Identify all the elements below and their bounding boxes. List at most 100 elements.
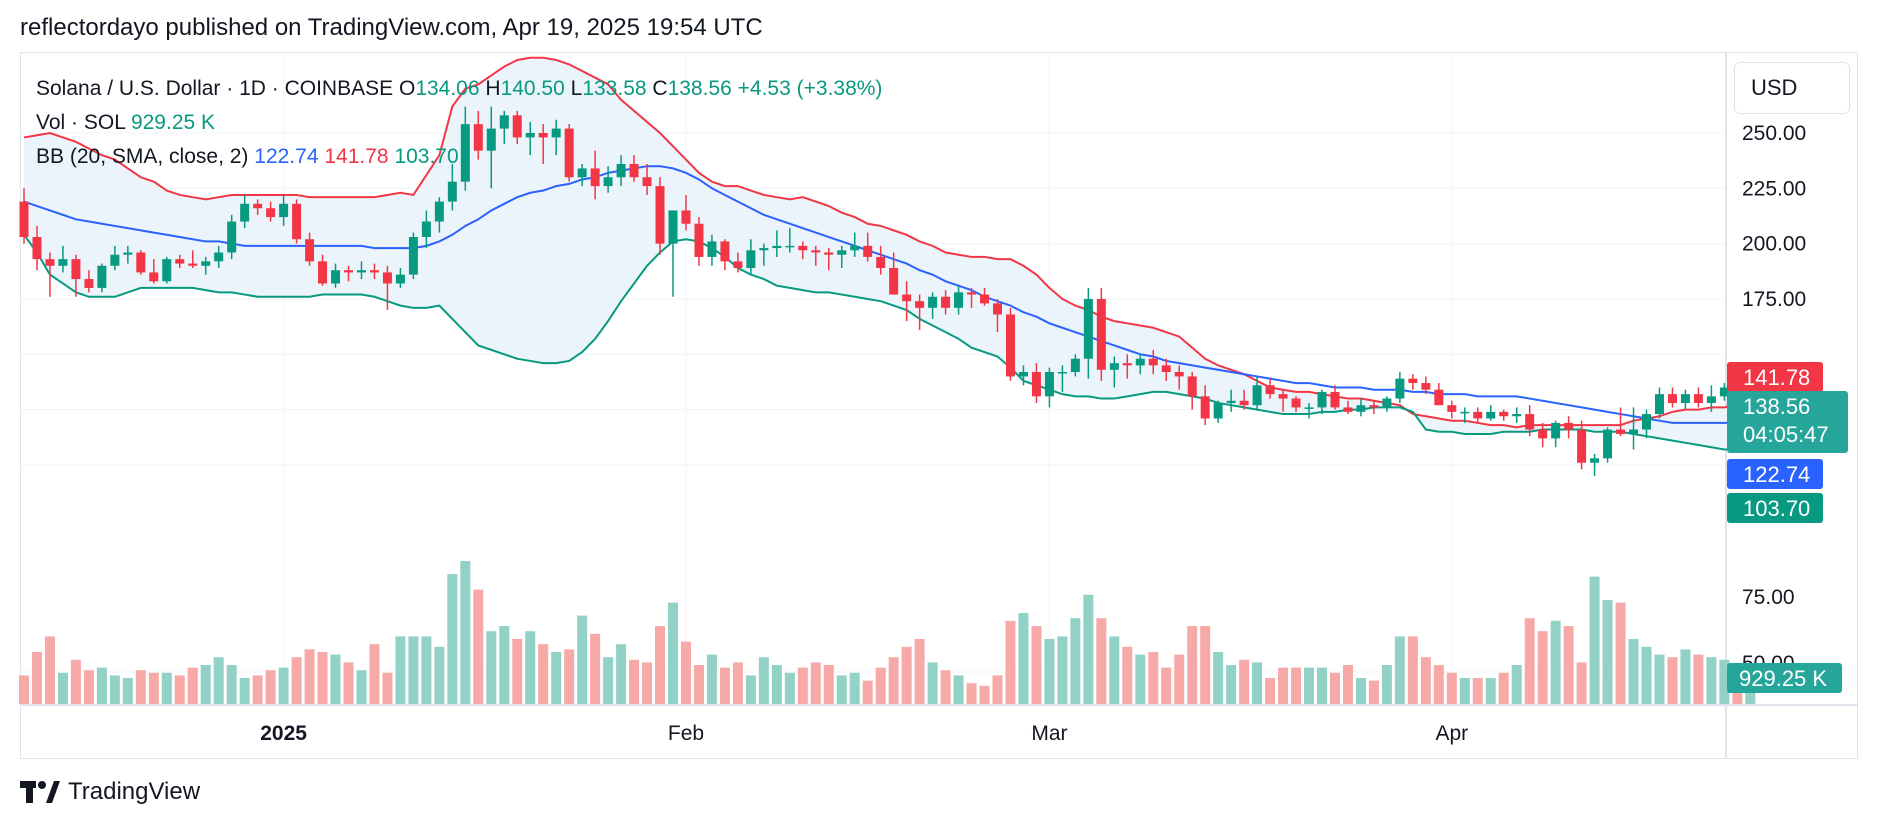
candle-body — [408, 237, 418, 275]
volume-bar — [1511, 665, 1522, 704]
chart-frame[interactable] — [20, 52, 1858, 759]
volume-bar — [122, 678, 133, 704]
volume-bar — [1641, 646, 1652, 704]
time-tick-label: Mar — [1031, 722, 1067, 745]
volume-bar — [1135, 654, 1146, 704]
volume-bar — [382, 672, 393, 704]
volume-bar — [1433, 665, 1444, 704]
candle-body — [1525, 414, 1535, 430]
bb-label[interactable]: BB (20, SMA, close, 2) — [36, 145, 249, 168]
volume-bar — [1070, 618, 1081, 704]
candle-body — [266, 208, 276, 218]
volume-bar — [1018, 613, 1029, 704]
volume-bar — [953, 675, 964, 704]
legend-bb-row: BB (20, SMA, close, 2) 122.74 141.78 103… — [36, 140, 882, 174]
volume-bar — [732, 662, 743, 704]
candle-body — [1564, 422, 1574, 430]
candle-body — [292, 203, 302, 240]
bb-basis-value: 122.74 — [254, 145, 319, 168]
volume-bar — [1096, 618, 1107, 704]
candle-body — [1109, 363, 1119, 370]
candle-body — [798, 245, 808, 251]
volume-bar — [823, 665, 834, 704]
volume-bar — [473, 589, 484, 704]
volume-bar — [265, 670, 276, 704]
candle-body — [1291, 398, 1301, 408]
volume-bar — [304, 649, 315, 704]
candle-body — [473, 124, 483, 151]
candle-body — [551, 128, 561, 138]
price-tag-label: 122.74 — [1743, 462, 1810, 487]
candle-body — [928, 296, 938, 308]
volume-bar — [19, 675, 29, 704]
candle-body — [136, 252, 146, 273]
bb-basis-line — [23, 165, 1842, 424]
candle-body — [1278, 394, 1288, 399]
close-label: C — [652, 77, 668, 100]
volume-bar — [979, 685, 990, 704]
volume-bar — [1057, 636, 1068, 704]
candle-body — [1408, 378, 1418, 384]
volume-bar — [1355, 678, 1366, 704]
price-tick-label: 175.00 — [1742, 288, 1806, 311]
candle-body — [1460, 411, 1470, 414]
candle-body — [590, 168, 600, 187]
footer-brand[interactable]: TradingView — [20, 778, 200, 806]
volume-bar — [1485, 678, 1496, 704]
candle-body — [1018, 372, 1028, 377]
volume-bar — [888, 657, 899, 704]
candle-body — [1044, 372, 1054, 397]
candle-body — [356, 270, 366, 273]
volume-bar — [395, 636, 406, 704]
candle-body — [123, 252, 133, 255]
candle-body — [1122, 363, 1132, 366]
candle-body — [1693, 394, 1703, 403]
volume-bar — [590, 633, 601, 704]
volume-bar — [83, 670, 94, 704]
open-label: O — [398, 77, 416, 100]
candle-body — [616, 163, 626, 178]
candle-body — [1265, 385, 1275, 395]
volume-bar — [1524, 618, 1535, 704]
candle-body — [993, 303, 1002, 315]
candle-body — [1447, 405, 1457, 412]
volume-bar — [1265, 678, 1276, 704]
candle-body — [305, 239, 315, 262]
candle-body — [512, 115, 522, 138]
symbol-title[interactable]: Solana / U.S. Dollar · 1D · COINBASE — [36, 77, 394, 100]
candle-body — [1434, 389, 1444, 406]
candle-body — [1005, 314, 1015, 377]
volume-bar — [616, 644, 627, 704]
candle-body — [1538, 429, 1548, 439]
volume-bar — [940, 670, 951, 704]
volume-bar — [564, 649, 575, 704]
candle-body — [980, 294, 990, 304]
price-tag-bg — [1727, 391, 1848, 453]
volume-bar — [1161, 667, 1172, 704]
volume-bar — [603, 657, 614, 704]
price-tag-bg — [1727, 459, 1823, 489]
volume-bar — [525, 631, 536, 704]
volume-bar — [512, 639, 523, 704]
volume-bar — [1031, 626, 1042, 704]
candle-body — [1667, 394, 1677, 403]
candle-body — [240, 203, 250, 222]
volume-bar — [1680, 649, 1691, 704]
volume-bar — [1615, 602, 1626, 704]
candle-body — [1161, 365, 1171, 373]
volume-label[interactable]: Vol · SOL — [36, 111, 126, 134]
volume-bar — [1576, 662, 1587, 704]
legend-volume-row: Vol · SOL 929.25 K — [36, 106, 882, 140]
candle-body — [1226, 400, 1236, 403]
currency-selector[interactable]: USD — [1734, 62, 1850, 114]
volume-bar — [914, 639, 925, 704]
volume-bar — [1459, 678, 1470, 704]
volume-bar — [966, 683, 977, 704]
price-tag-label: 103.70 — [1743, 496, 1810, 521]
volume-bar — [1420, 657, 1431, 704]
volume-bar — [278, 667, 289, 704]
candle-body — [214, 252, 224, 262]
candle-body — [84, 279, 94, 288]
bb-upper-value: 141.78 — [324, 145, 389, 168]
